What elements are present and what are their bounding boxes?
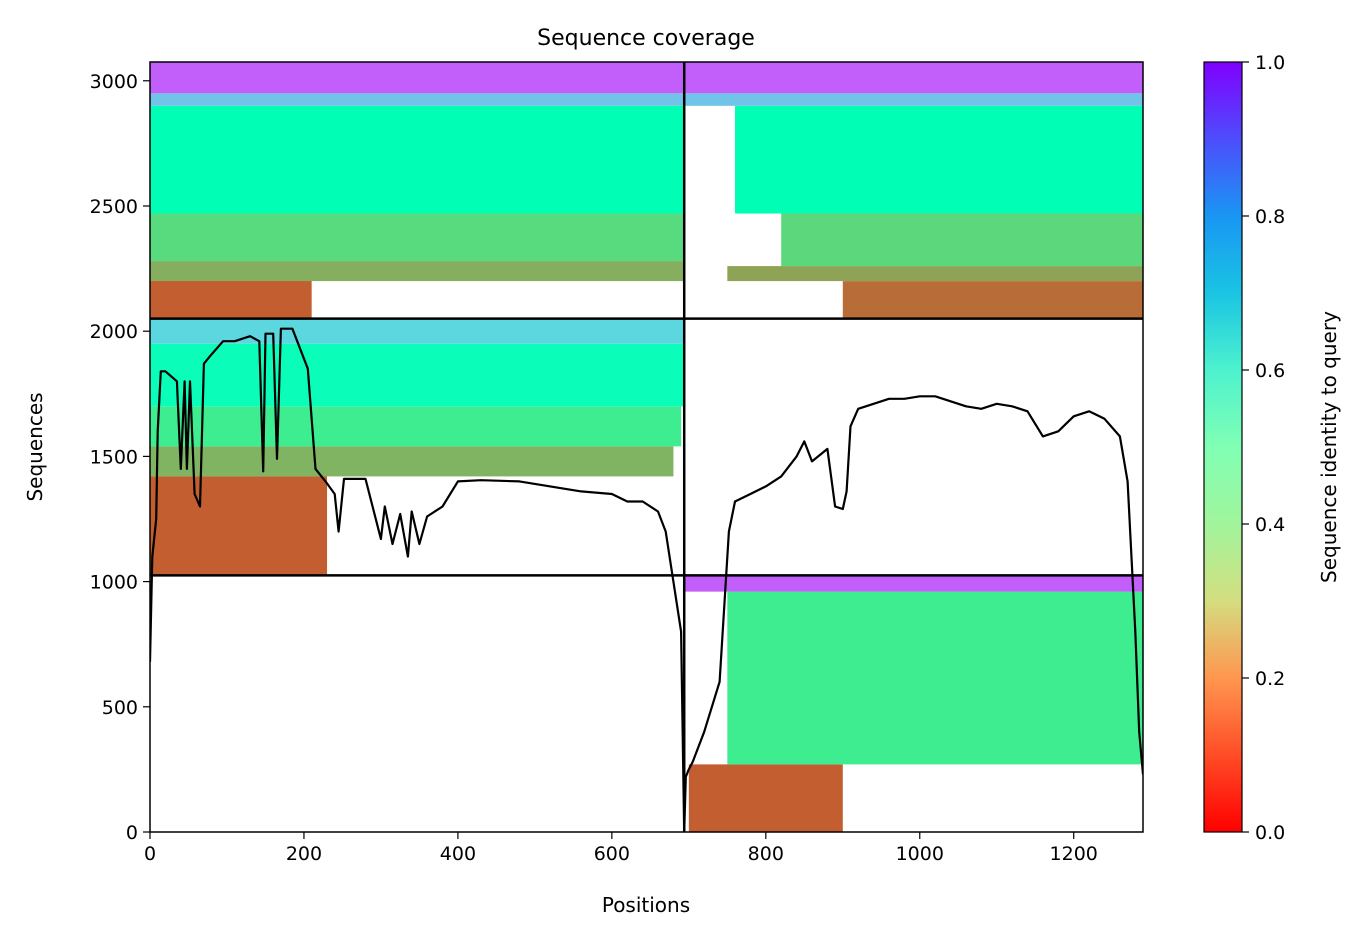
- coverage-band: [781, 213, 1143, 267]
- coverage-line: [150, 327, 1143, 832]
- coverage-band: [684, 62, 1143, 94]
- colorbar-tick-label: 0.2: [1255, 668, 1285, 690]
- chart-title: Sequence coverage: [537, 26, 755, 51]
- coverage-band: [735, 105, 1143, 214]
- coverage-band: [727, 266, 1143, 282]
- y-tick-label: 1000: [90, 572, 138, 594]
- y-axis-ticks: 0 500 1000 1500 2000 2500 3000: [90, 71, 150, 844]
- coverage-band: [150, 446, 674, 477]
- plot-frame: [149, 61, 1144, 833]
- x-tick-label: 800: [748, 843, 784, 865]
- coverage-band: [688, 764, 843, 832]
- domain-boundaries: [150, 62, 1143, 832]
- y-tick-label: 1500: [90, 446, 138, 468]
- x-axis-ticks: 0 200 400 600 800 1000 1200: [144, 832, 1098, 865]
- coverage-band: [150, 406, 682, 447]
- y-axis-label: Sequences: [23, 392, 47, 501]
- heatmap-layer: [150, 62, 1143, 832]
- coverage-band: [150, 213, 685, 262]
- coverage-band: [150, 93, 685, 106]
- y-tick-label: 0: [126, 822, 138, 844]
- colorbar-tick-label: 1.0: [1255, 52, 1285, 74]
- x-axis-label: Positions: [602, 893, 690, 917]
- y-tick-label: 2500: [90, 196, 138, 218]
- x-tick-label: 1000: [896, 843, 944, 865]
- coverage-band: [150, 105, 685, 214]
- coverage-band: [150, 261, 685, 282]
- colorbar-tick-label: 0.4: [1255, 514, 1285, 536]
- y-tick-label: 2000: [90, 321, 138, 343]
- y-tick-label: 500: [102, 697, 138, 719]
- coverage-band: [727, 591, 1143, 765]
- colorbar-ticks: 0.0 0.2 0.4 0.6 0.8 1.0: [1242, 52, 1285, 844]
- coverage-line-layer: [150, 327, 1143, 832]
- coverage-band: [842, 281, 1143, 319]
- x-tick-label: 1200: [1050, 843, 1098, 865]
- colorbar-tick-label: 0.0: [1255, 822, 1285, 844]
- x-tick-label: 200: [286, 843, 322, 865]
- colorbar-tick-label: 0.6: [1255, 360, 1285, 382]
- coverage-band: [150, 318, 685, 344]
- y-tick-label: 3000: [90, 71, 138, 93]
- x-tick-label: 0: [144, 843, 156, 865]
- colorbar-tick-label: 0.8: [1255, 206, 1285, 228]
- coverage-band: [150, 476, 328, 576]
- coverage-band: [684, 93, 1143, 106]
- x-tick-label: 400: [440, 843, 476, 865]
- coverage-band: [150, 343, 685, 407]
- colorbar-label: Sequence identity to query: [1317, 311, 1341, 583]
- colorbar: [1203, 61, 1243, 833]
- x-tick-label: 600: [594, 843, 630, 865]
- coverage-band: [150, 62, 685, 94]
- coverage-band: [684, 575, 1143, 592]
